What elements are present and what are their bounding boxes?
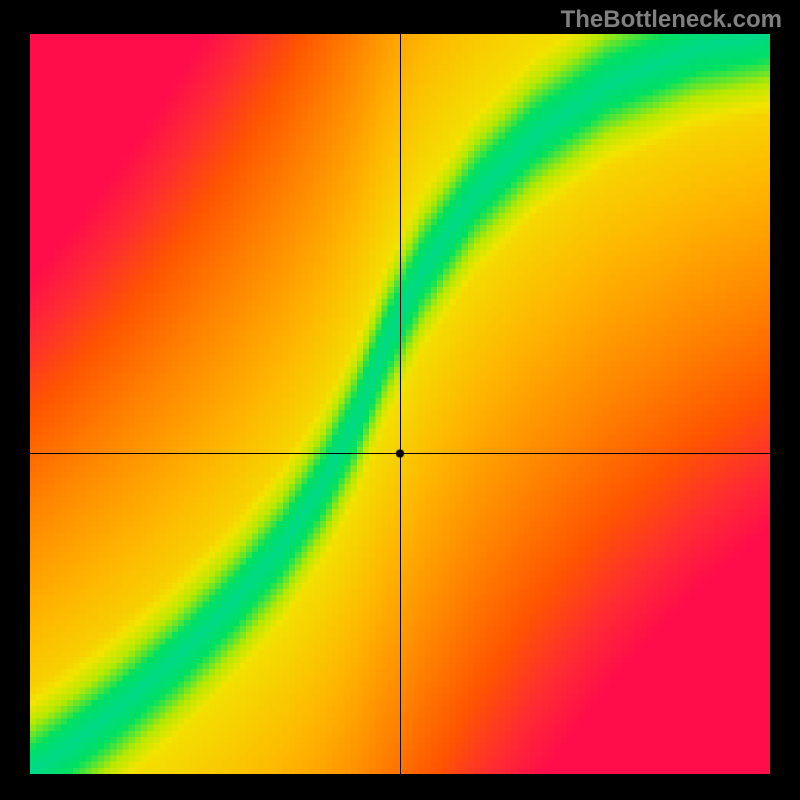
- crosshair-marker: [30, 34, 770, 774]
- watermark-text: TheBottleneck.com: [561, 6, 782, 34]
